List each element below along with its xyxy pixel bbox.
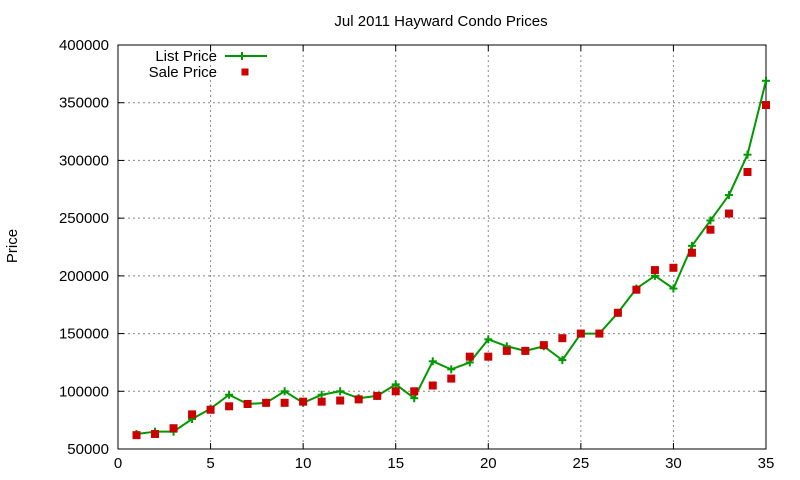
y-tick-label: 100000 (59, 383, 109, 400)
x-tick-label: 25 (573, 455, 590, 472)
x-tick-label: 5 (206, 455, 214, 472)
sale-price-point (206, 405, 215, 414)
sale-price-point (391, 387, 400, 396)
plot-frame (117, 44, 767, 450)
list-price-point (410, 394, 419, 403)
list-price-point (484, 335, 493, 344)
sale-price-point (595, 329, 604, 338)
legend-label-sale-price: Sale Price (149, 64, 217, 81)
y-tick-label: 250000 (59, 210, 109, 227)
chart-title: Jul 2011 Hayward Condo Prices (334, 13, 547, 30)
sale-price-point (428, 381, 437, 390)
sale-price-point (317, 397, 326, 406)
list-price-point (724, 191, 733, 200)
sale-price-point (762, 101, 770, 110)
sale-price-point (502, 346, 511, 355)
sale-price-point (706, 225, 715, 234)
sale-price-point (447, 374, 456, 383)
list-price-point (428, 357, 437, 366)
legend-sale-price-marker (241, 68, 249, 76)
list-price-point (669, 284, 678, 293)
list-price-point (225, 390, 234, 399)
y-tick-label: 150000 (59, 326, 109, 343)
list-price-point (743, 150, 752, 159)
sale-price-point (151, 429, 160, 438)
sale-price-point (373, 391, 382, 400)
sale-price-point (188, 410, 197, 419)
grid (118, 45, 766, 449)
x-tick-label: 10 (295, 455, 312, 472)
sale-price-point (410, 387, 419, 396)
list-price-point (280, 387, 289, 396)
sale-price-point (484, 352, 493, 361)
sale-price-point (169, 424, 178, 433)
list-price-point (706, 216, 715, 225)
list-price-point (336, 387, 345, 396)
sale-price-point (743, 167, 752, 176)
list-price-point (558, 356, 567, 365)
sale-price-point (243, 399, 252, 408)
sale-price-point (132, 431, 141, 440)
sale-price-point (521, 346, 530, 355)
sale-price-point (558, 334, 567, 343)
x-tick-label: 30 (665, 455, 682, 472)
x-tick-label: 0 (114, 455, 122, 472)
legend: List Price Sale Price (149, 48, 267, 81)
list-price-point (317, 390, 326, 399)
x-tick-label: 35 (758, 455, 775, 472)
x-tick-label: 15 (387, 455, 404, 472)
sale-price-point (354, 395, 363, 404)
y-tick-label: 350000 (59, 95, 109, 112)
list-price-point (447, 365, 456, 374)
y-tick-label: 200000 (59, 268, 109, 285)
axis-ticks: 0 5 10 15 20 25 30 35 50000 100000 150000 200000 250… (59, 37, 774, 472)
list-price-point (762, 76, 770, 85)
sale-price-point (576, 329, 585, 338)
series-layer (132, 76, 770, 440)
list-price-point (687, 241, 696, 250)
sale-price-point (539, 341, 548, 350)
sale-price-point (687, 248, 696, 257)
sale-price-point (724, 209, 733, 218)
legend-label-list-price: List Price (155, 48, 217, 65)
x-tick-label: 20 (480, 455, 497, 472)
sale-price-point (632, 285, 641, 294)
y-axis-label: Price (4, 229, 21, 263)
sale-price-point (280, 398, 289, 407)
sale-price-point (225, 402, 234, 411)
sale-price-point (650, 266, 659, 275)
list-price-point (391, 380, 400, 389)
y-tick-label: 50000 (67, 441, 109, 458)
y-tick-label: 400000 (59, 37, 109, 54)
sale-price-point (669, 263, 678, 272)
sale-price-point (613, 308, 622, 317)
y-tick-label: 300000 (59, 152, 109, 169)
sale-price-point (336, 396, 345, 405)
sale-price-point (465, 352, 474, 361)
sale-price-point (262, 398, 271, 407)
sale-price-point (299, 397, 308, 406)
